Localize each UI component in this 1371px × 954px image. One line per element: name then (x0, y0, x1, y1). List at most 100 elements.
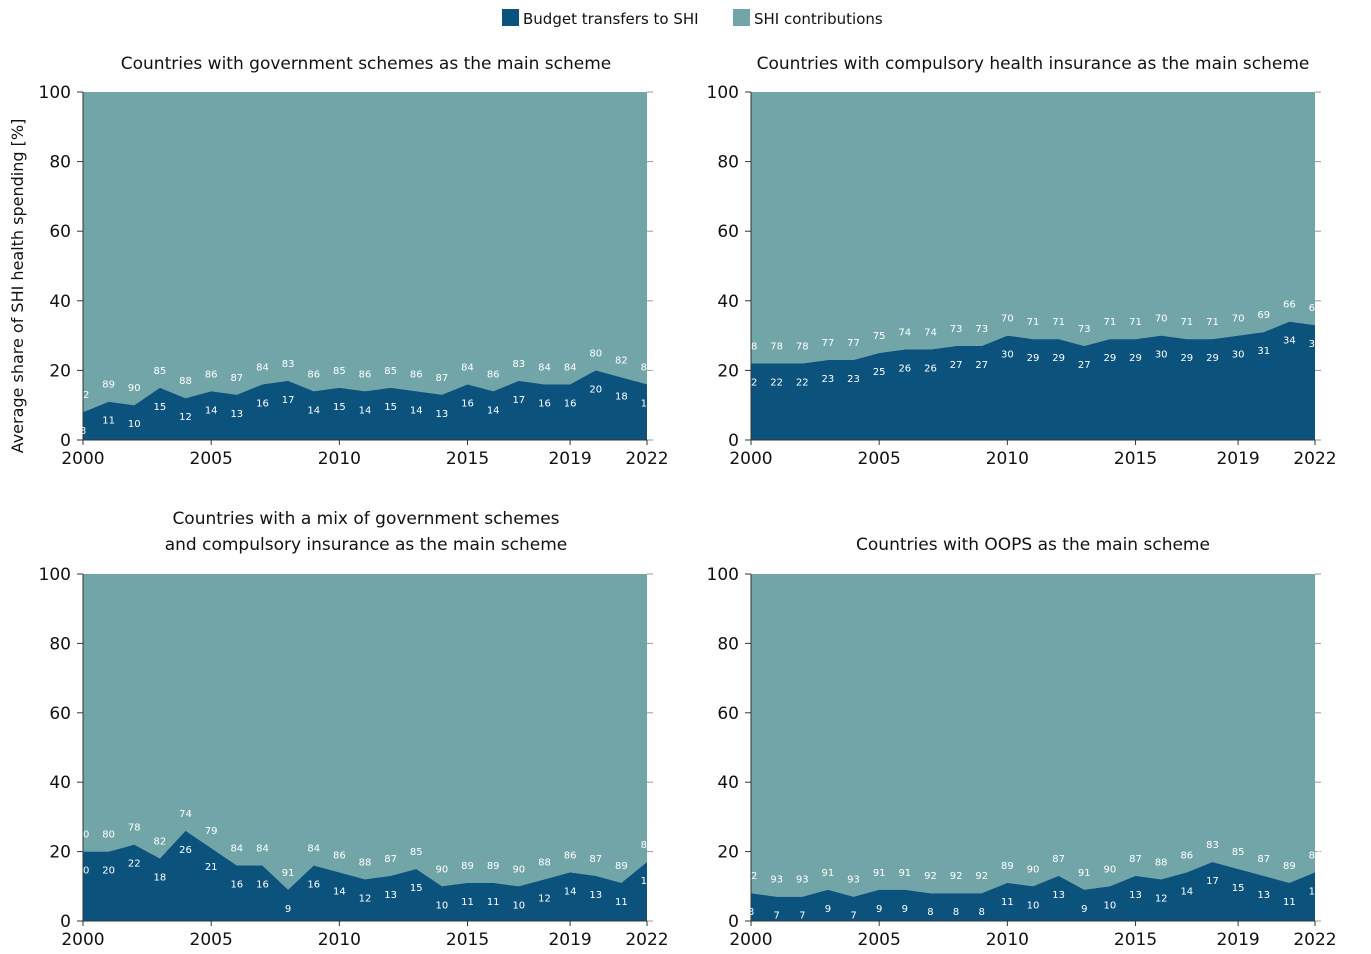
data-label-budget: 13 (230, 409, 243, 420)
y-tick-label: 40 (49, 773, 71, 793)
y-tick-label: 80 (49, 153, 71, 173)
data-label-contributions: 88 (1155, 857, 1168, 868)
x-tick-label: 2010 (986, 930, 1029, 950)
data-label-contributions: 88 (179, 376, 192, 387)
data-label-contributions: 87 (384, 854, 397, 865)
data-label-contributions: 71 (1027, 317, 1040, 328)
y-tick-label: 20 (717, 361, 739, 381)
data-label-budget: 14 (1309, 886, 1322, 897)
data-label-contributions: 86 (487, 369, 500, 380)
data-label-contributions: 67 (1309, 303, 1322, 314)
data-label-budget: 12 (359, 893, 372, 904)
data-label-budget: 16 (564, 398, 577, 409)
y-tick-label: 80 (717, 634, 739, 654)
data-label-budget: 23 (822, 374, 835, 385)
area-budget-transfers (83, 370, 647, 440)
data-label-contributions: 89 (1283, 861, 1296, 872)
data-label-contributions: 89 (102, 380, 115, 391)
panel-4-title: Countries with OOPS as the main scheme (856, 535, 1210, 555)
data-label-contributions: 90 (512, 864, 525, 875)
area-shi-contributions (83, 92, 647, 413)
data-label-budget: 11 (487, 897, 500, 908)
data-label-contributions: 92 (745, 871, 758, 882)
data-label-contributions: 84 (641, 362, 654, 373)
data-label-budget: 9 (1081, 904, 1087, 915)
data-label-contributions: 77 (822, 338, 835, 349)
y-tick-label: 0 (728, 912, 739, 932)
y-tick-label: 40 (717, 773, 739, 793)
data-label-budget: 8 (748, 907, 754, 918)
area-budget-transfers (83, 830, 647, 921)
data-label-contributions: 86 (205, 369, 218, 380)
data-label-budget: 14 (359, 405, 372, 416)
data-label-contributions: 90 (128, 383, 141, 394)
data-label-contributions: 86 (1180, 850, 1193, 861)
data-label-contributions: 86 (307, 369, 320, 380)
data-label-budget: 14 (487, 405, 500, 416)
data-label-contributions: 84 (256, 843, 269, 854)
data-label-budget: 14 (410, 405, 423, 416)
data-label-budget: 30 (1155, 350, 1168, 361)
data-label-contributions: 93 (770, 875, 783, 886)
y-tick-label: 80 (49, 634, 71, 654)
data-label-budget: 14 (564, 886, 577, 897)
data-label-contributions: 91 (282, 868, 295, 879)
legend-label-shi: SHI contributions (754, 10, 883, 28)
x-tick-label: 2015 (1114, 449, 1157, 469)
data-label-contributions: 84 (461, 362, 474, 373)
data-label-budget: 10 (512, 900, 525, 911)
data-label-budget: 8 (953, 907, 959, 918)
data-label-contributions: 71 (1206, 317, 1219, 328)
data-label-budget: 9 (285, 904, 291, 915)
data-label-budget: 16 (538, 398, 551, 409)
data-label-contributions: 85 (333, 366, 346, 377)
data-label-contributions: 87 (1257, 854, 1270, 865)
data-label-contributions: 70 (1232, 314, 1245, 325)
x-tick-label: 2000 (61, 930, 104, 950)
data-label-contributions: 86 (410, 369, 423, 380)
x-tick-label: 2019 (1216, 449, 1259, 469)
data-label-contributions: 70 (1001, 314, 1014, 325)
data-label-contributions: 75 (873, 331, 886, 342)
data-label-contributions: 73 (975, 324, 988, 335)
data-label-budget: 10 (1104, 900, 1117, 911)
data-label-budget: 30 (1001, 350, 1014, 361)
y-tick-label: 60 (717, 704, 739, 724)
data-label-budget: 12 (1155, 893, 1168, 904)
data-label-contributions: 87 (589, 854, 602, 865)
data-label-budget: 29 (1027, 353, 1040, 364)
x-tick-label: 2022 (1293, 449, 1336, 469)
x-tick-label: 2005 (190, 930, 233, 950)
data-label-contributions: 71 (1104, 317, 1117, 328)
x-tick-label: 2000 (729, 449, 772, 469)
y-tick-label: 20 (49, 361, 71, 381)
data-label-contributions: 77 (847, 338, 860, 349)
y-tick-label: 40 (49, 292, 71, 312)
data-label-contributions: 93 (847, 875, 860, 886)
data-label-contributions: 87 (230, 373, 243, 384)
data-label-budget: 13 (1052, 890, 1065, 901)
data-label-budget: 11 (1001, 897, 1014, 908)
data-label-budget: 12 (538, 893, 551, 904)
data-label-budget: 33 (1309, 339, 1322, 350)
x-tick-label: 2010 (318, 449, 361, 469)
data-label-budget: 7 (850, 911, 856, 922)
data-label-budget: 29 (1206, 353, 1219, 364)
x-tick-label: 2010 (318, 930, 361, 950)
x-tick-label: 2005 (858, 449, 901, 469)
data-label-budget: 23 (847, 374, 860, 385)
data-label-budget: 15 (410, 883, 423, 894)
data-label-budget: 14 (1180, 886, 1193, 897)
data-label-budget: 25 (873, 367, 886, 378)
data-label-contributions: 89 (461, 861, 474, 872)
data-label-budget: 11 (615, 897, 628, 908)
data-label-contributions: 71 (1129, 317, 1142, 328)
data-label-budget: 9 (876, 904, 882, 915)
data-label-contributions: 82 (615, 355, 628, 366)
data-label-contributions: 91 (1078, 868, 1091, 879)
x-tick-label: 2015 (1114, 930, 1157, 950)
panel-2-title: Countries with compulsory health insuran… (757, 54, 1310, 74)
y-tick-label: 0 (728, 431, 739, 451)
data-label-budget: 7 (799, 911, 805, 922)
y-tick-label: 100 (39, 565, 71, 585)
